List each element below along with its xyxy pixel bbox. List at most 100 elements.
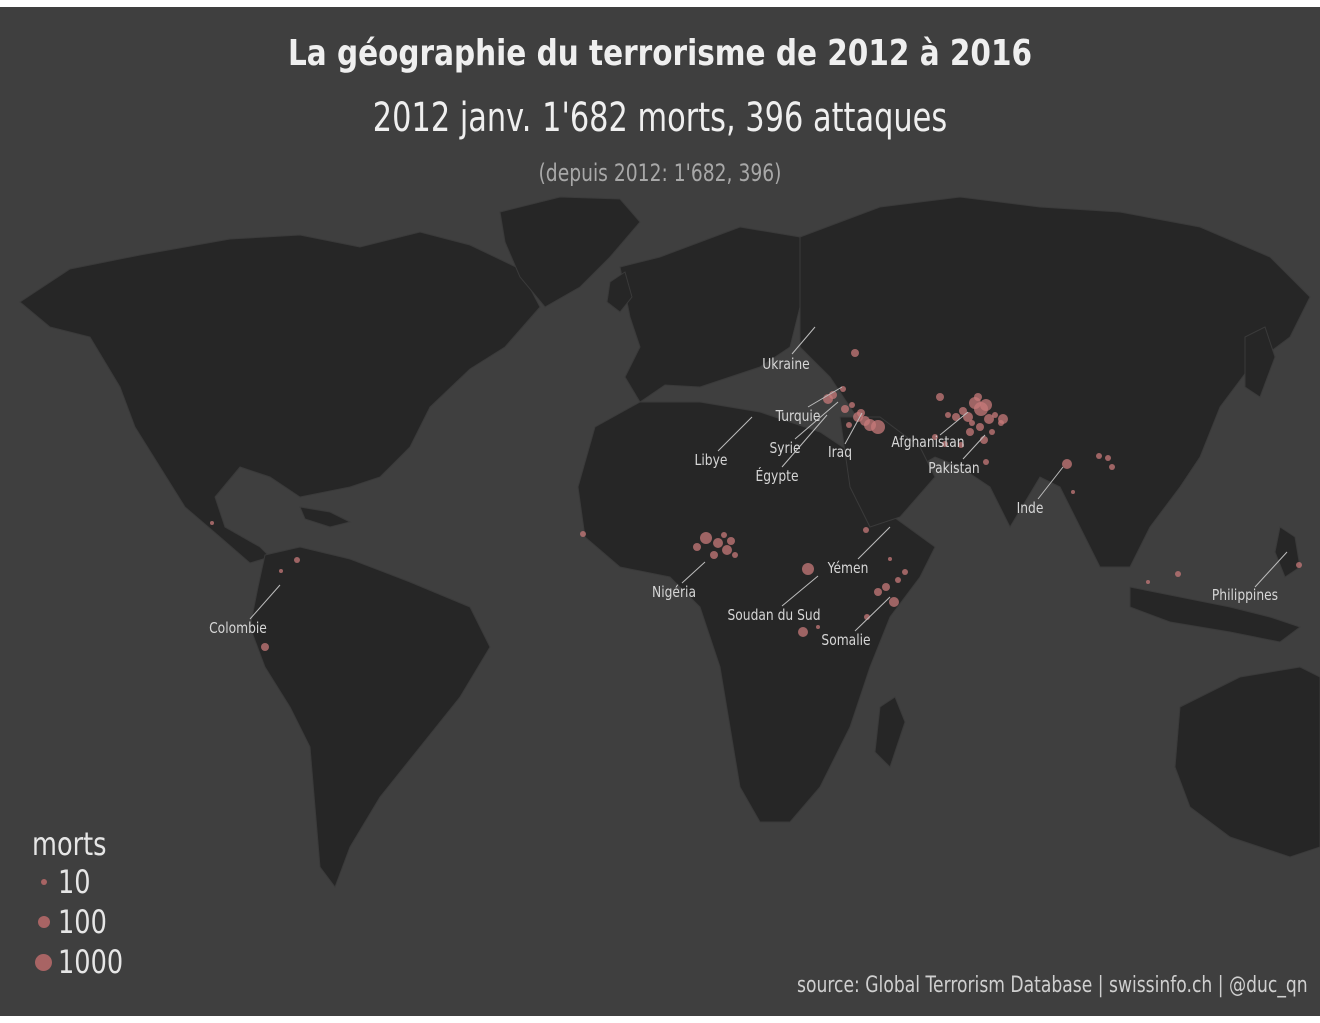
attack-bubble — [722, 545, 732, 555]
attack-bubble — [871, 420, 885, 434]
country-label: Afghanistan — [891, 434, 964, 451]
attack-bubble — [816, 625, 820, 629]
map-title: La géographie du terrorisme de 2012 à 20… — [287, 33, 1033, 74]
attack-bubble — [713, 538, 723, 548]
attack-bubble — [261, 643, 269, 651]
attack-bubble — [863, 527, 869, 533]
attack-bubble — [840, 386, 846, 392]
attack-bubble — [700, 532, 712, 544]
leader-line — [939, 411, 969, 436]
attack-bubble — [984, 414, 994, 424]
leader-line — [781, 414, 828, 468]
country-label: Soudan du Sud — [727, 607, 820, 624]
attack-bubble — [895, 577, 901, 583]
attack-bubble — [1062, 459, 1072, 469]
legend-item-100: 100 — [32, 903, 125, 943]
attack-bubble — [1296, 562, 1302, 568]
attack-bubbles — [210, 349, 1302, 651]
attack-bubble — [966, 428, 974, 436]
leader-line — [794, 401, 839, 440]
attack-bubble — [721, 532, 727, 538]
label-leader-lines — [249, 326, 1288, 632]
country-label: Philippines — [1212, 587, 1278, 604]
leader-line — [717, 416, 753, 452]
country-labels: Ukraine Turquie Syrie Égypte Iraq Libye Afghan… — [209, 356, 1278, 649]
legend-label-1000: 1000 — [58, 943, 124, 981]
country-label: Pakistan — [928, 460, 979, 477]
leader-line — [854, 596, 891, 632]
country-label: Égypte — [755, 466, 798, 486]
attack-bubble — [936, 393, 944, 401]
land-arabia — [839, 416, 936, 528]
attack-bubble — [888, 557, 892, 561]
land-north-america — [19, 231, 541, 564]
country-label: Yémen — [827, 560, 869, 577]
attack-bubble — [998, 420, 1004, 426]
attack-bubble — [945, 412, 951, 418]
leader-line — [1254, 551, 1288, 588]
country-label: Syrie — [769, 440, 800, 457]
land-australia — [1174, 666, 1320, 858]
leader-line — [681, 561, 706, 584]
attack-bubble — [958, 442, 964, 448]
legend-dot-small — [41, 879, 47, 885]
attack-bubble — [1109, 464, 1115, 470]
attack-bubble — [798, 627, 808, 637]
attack-bubble — [980, 436, 988, 444]
country-label: Ukraine — [762, 356, 809, 373]
attack-bubble — [932, 434, 938, 440]
attack-bubble — [1175, 571, 1181, 577]
attack-bubble — [983, 459, 989, 465]
attack-bubble — [980, 399, 992, 411]
land-japan — [1244, 326, 1276, 398]
attack-bubble — [857, 409, 865, 417]
map-frame: Ukraine Turquie Syrie Égypte Iraq Libye Afghan… — [0, 7, 1320, 1016]
attack-bubble — [580, 531, 586, 537]
attack-bubble — [279, 569, 283, 573]
leader-line — [807, 386, 843, 408]
attack-bubble — [802, 563, 814, 575]
land-africa — [577, 401, 936, 823]
legend-label-10: 10 — [58, 863, 91, 901]
cumulative-stats: (depuis 2012: 1'682, 396) — [538, 159, 782, 187]
attack-bubble — [693, 543, 701, 551]
attack-bubble — [974, 393, 982, 401]
attack-bubble — [889, 597, 899, 607]
country-label: Nigéria — [652, 584, 696, 601]
period-date: 2012 janv. — [372, 95, 532, 141]
legend-dot-medium — [38, 916, 50, 928]
leader-line — [844, 412, 863, 445]
land-greenland — [499, 196, 641, 308]
attack-bubble — [969, 420, 975, 426]
legend-title: morts — [32, 825, 107, 863]
world-map: Ukraine Turquie Syrie Égypte Iraq Libye Afghan… — [19, 196, 1320, 889]
land-south-america — [249, 546, 491, 889]
land-philippines — [1274, 526, 1301, 578]
attack-bubble — [732, 552, 738, 558]
attack-bubble — [727, 537, 735, 545]
attack-bubble — [952, 413, 960, 421]
attack-bubble — [210, 521, 214, 525]
attack-bubble — [849, 402, 855, 408]
legend-item-10: 10 — [32, 863, 125, 903]
attack-bubble — [902, 569, 908, 575]
source-credit: source: Global Terrorism Database | swis… — [797, 973, 1308, 998]
attack-bubble — [710, 551, 718, 559]
legend-item-1000: 1000 — [32, 943, 125, 983]
country-label: Iraq — [828, 444, 852, 461]
country-label: Colombie — [209, 620, 267, 637]
land-indonesia — [1129, 586, 1302, 643]
leader-line — [791, 326, 816, 355]
attack-bubble — [1071, 490, 1075, 494]
leader-line — [781, 575, 819, 607]
attack-bubble — [1096, 453, 1102, 459]
attack-bubble — [874, 588, 882, 596]
attack-bubble — [989, 429, 995, 435]
attack-bubble — [851, 349, 859, 357]
leader-line — [962, 434, 986, 460]
period-stats: 1'682 morts, 396 attaques — [542, 95, 948, 141]
attack-bubble — [976, 423, 984, 431]
leader-line — [857, 526, 891, 560]
legend-label-100: 100 — [58, 903, 107, 941]
attack-bubble — [1105, 455, 1111, 461]
